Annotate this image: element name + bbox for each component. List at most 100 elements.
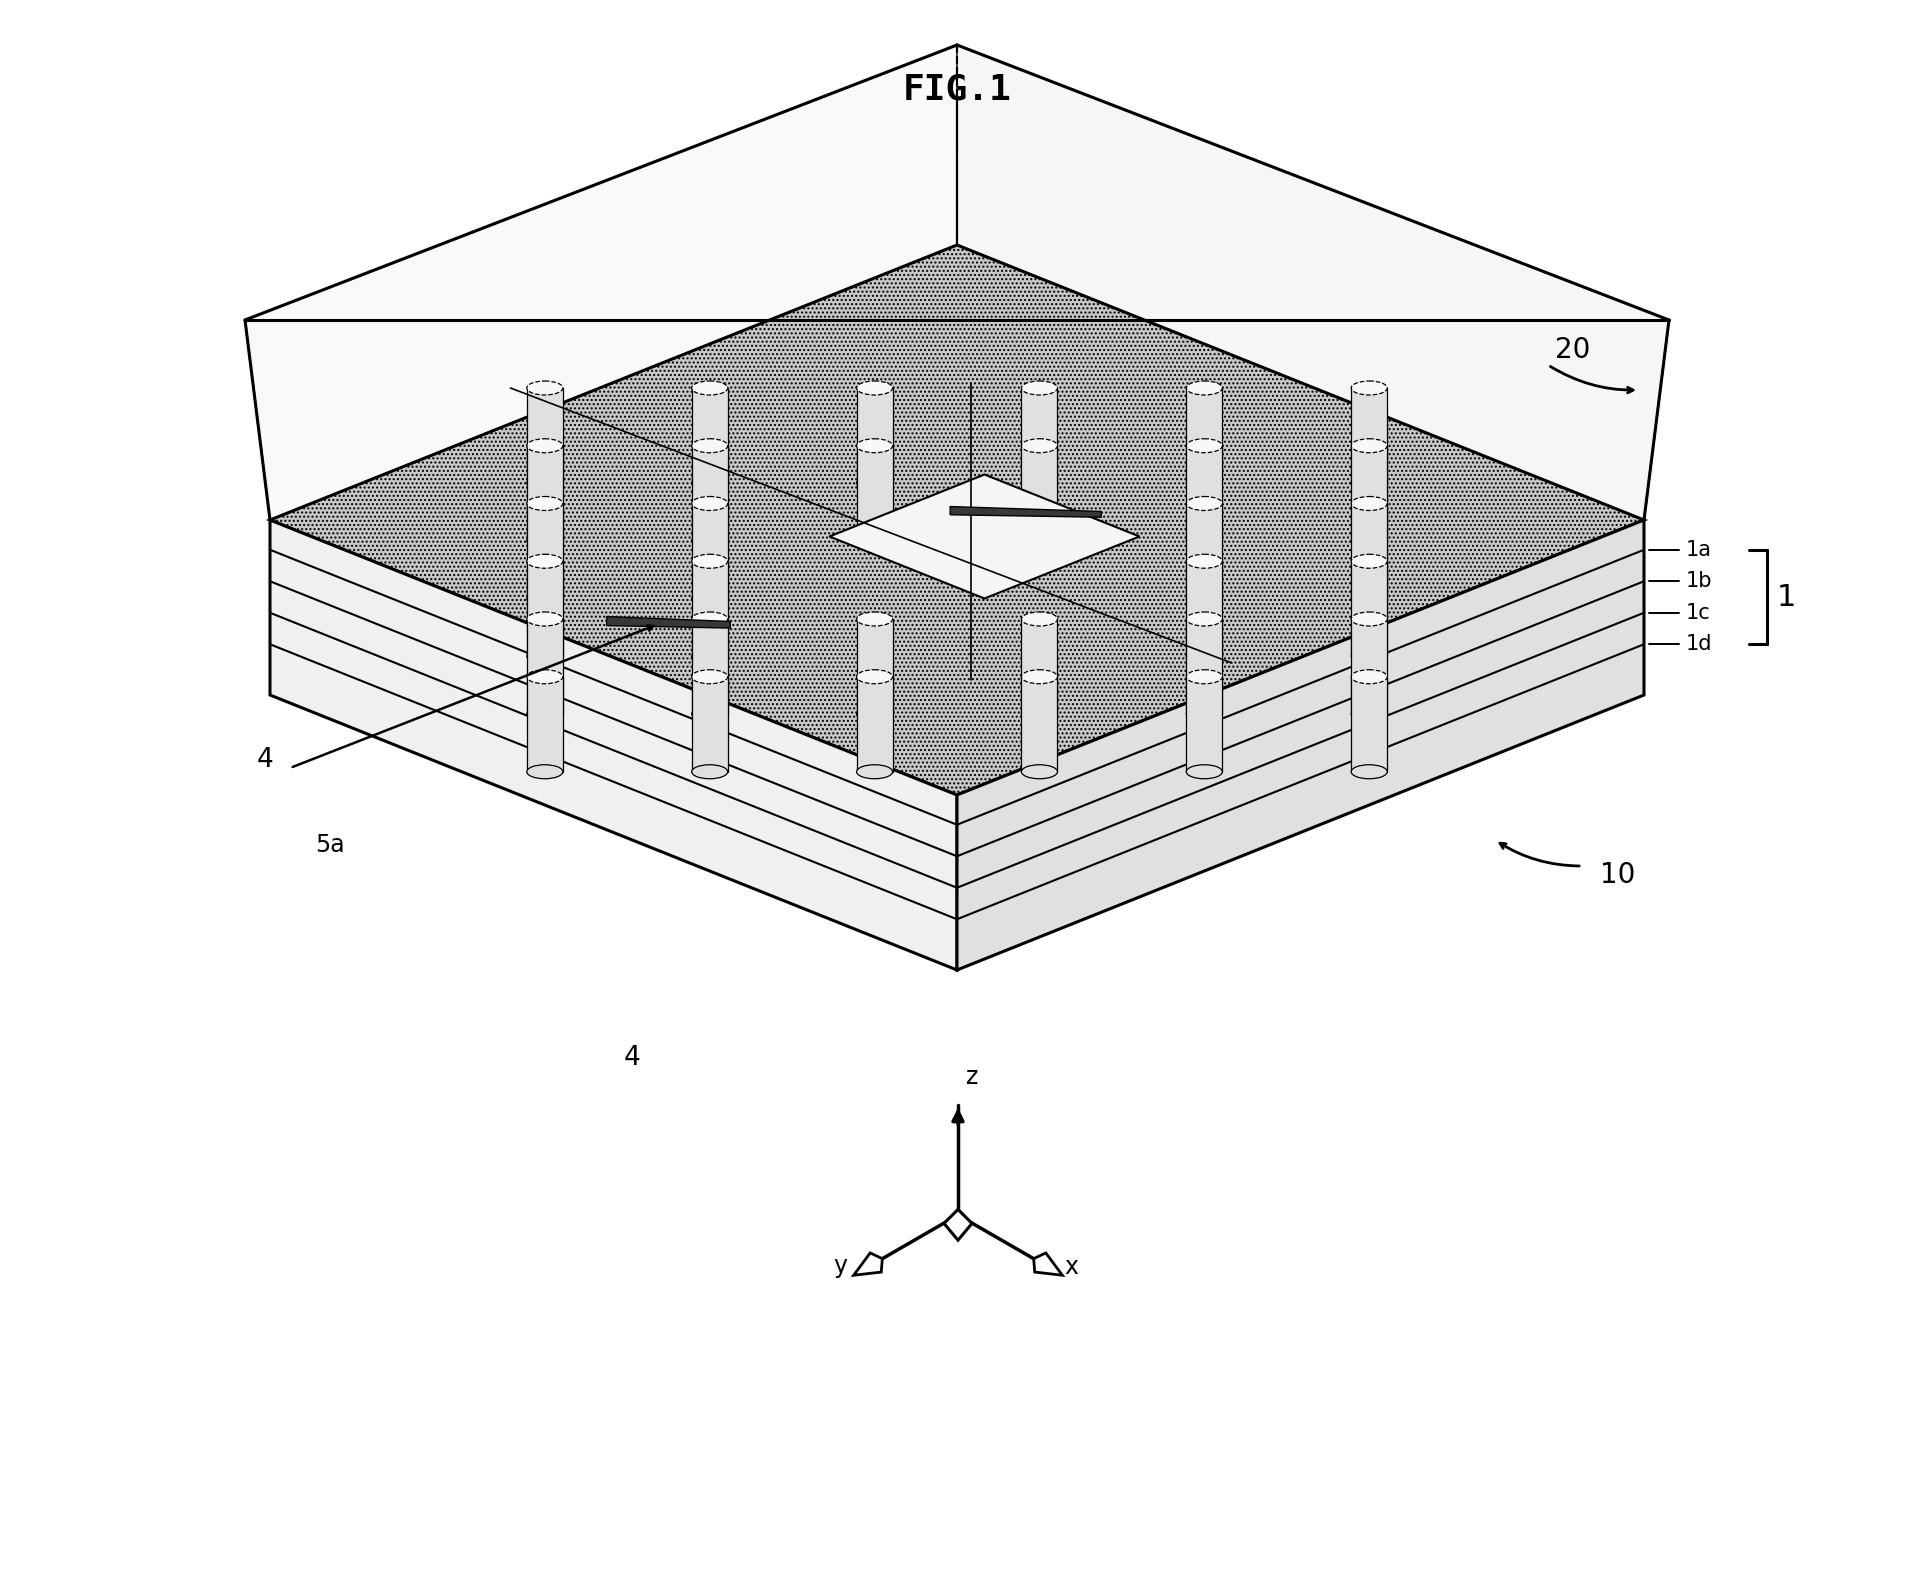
Ellipse shape: [856, 439, 892, 453]
Polygon shape: [526, 677, 563, 772]
Text: z: z: [965, 1065, 978, 1088]
Polygon shape: [270, 245, 1642, 794]
Polygon shape: [1185, 447, 1221, 540]
Polygon shape: [856, 388, 892, 483]
Ellipse shape: [691, 555, 727, 569]
Polygon shape: [1185, 504, 1221, 599]
Ellipse shape: [691, 650, 727, 663]
Polygon shape: [1351, 620, 1386, 713]
Polygon shape: [526, 504, 563, 599]
Polygon shape: [1020, 447, 1057, 540]
Polygon shape: [1351, 504, 1386, 599]
Polygon shape: [245, 44, 957, 520]
Ellipse shape: [1020, 669, 1057, 683]
Polygon shape: [829, 475, 1139, 599]
Ellipse shape: [691, 612, 727, 626]
Ellipse shape: [1351, 477, 1386, 489]
Ellipse shape: [526, 650, 563, 663]
Polygon shape: [957, 520, 1642, 969]
Ellipse shape: [526, 381, 563, 396]
Polygon shape: [607, 617, 729, 628]
Ellipse shape: [856, 669, 892, 683]
Ellipse shape: [1185, 439, 1221, 453]
Polygon shape: [526, 561, 563, 656]
Polygon shape: [691, 620, 727, 713]
Polygon shape: [1185, 388, 1221, 483]
Polygon shape: [691, 388, 727, 483]
Ellipse shape: [691, 591, 727, 605]
Ellipse shape: [1185, 555, 1221, 569]
Polygon shape: [1351, 388, 1386, 483]
Ellipse shape: [856, 381, 892, 396]
Polygon shape: [691, 561, 727, 656]
Polygon shape: [1185, 561, 1221, 656]
Ellipse shape: [691, 381, 727, 396]
Ellipse shape: [1020, 381, 1057, 396]
Polygon shape: [691, 677, 727, 772]
Polygon shape: [854, 1254, 882, 1276]
Ellipse shape: [1351, 707, 1386, 721]
Ellipse shape: [1351, 764, 1386, 779]
Text: 1c: 1c: [1684, 602, 1709, 623]
Ellipse shape: [1351, 496, 1386, 510]
Ellipse shape: [526, 591, 563, 605]
Ellipse shape: [856, 764, 892, 779]
Ellipse shape: [1351, 534, 1386, 548]
Ellipse shape: [526, 707, 563, 721]
Polygon shape: [1185, 677, 1221, 772]
Ellipse shape: [1020, 612, 1057, 626]
Ellipse shape: [691, 764, 727, 779]
Ellipse shape: [1185, 612, 1221, 626]
Polygon shape: [270, 520, 957, 969]
Ellipse shape: [691, 439, 727, 453]
Text: 4: 4: [624, 1046, 639, 1071]
Polygon shape: [856, 620, 892, 713]
Ellipse shape: [1185, 496, 1221, 510]
Ellipse shape: [691, 477, 727, 489]
Text: 10: 10: [1600, 861, 1635, 888]
Ellipse shape: [1185, 764, 1221, 779]
Ellipse shape: [526, 477, 563, 489]
Text: 1d: 1d: [1684, 634, 1711, 655]
Polygon shape: [1020, 388, 1057, 483]
Polygon shape: [856, 677, 892, 772]
Polygon shape: [526, 620, 563, 713]
Ellipse shape: [1351, 555, 1386, 569]
Ellipse shape: [856, 477, 892, 489]
Ellipse shape: [1020, 764, 1057, 779]
Ellipse shape: [1185, 707, 1221, 721]
Ellipse shape: [1351, 591, 1386, 605]
Polygon shape: [691, 504, 727, 599]
Ellipse shape: [1185, 477, 1221, 489]
Ellipse shape: [1020, 439, 1057, 453]
Text: y: y: [833, 1254, 848, 1279]
Polygon shape: [1020, 620, 1057, 713]
Ellipse shape: [1351, 669, 1386, 683]
Ellipse shape: [691, 534, 727, 548]
Polygon shape: [1020, 677, 1057, 772]
Text: 1: 1: [1776, 583, 1795, 612]
Polygon shape: [691, 447, 727, 540]
Ellipse shape: [1020, 477, 1057, 489]
Polygon shape: [856, 447, 892, 540]
Polygon shape: [949, 507, 1101, 518]
Text: 5a: 5a: [316, 833, 345, 856]
Ellipse shape: [1185, 381, 1221, 396]
Polygon shape: [1351, 447, 1386, 540]
Ellipse shape: [1351, 439, 1386, 453]
Polygon shape: [1185, 620, 1221, 713]
Text: 20: 20: [1554, 335, 1589, 364]
Ellipse shape: [526, 669, 563, 683]
Text: FIG.1: FIG.1: [901, 72, 1011, 106]
Text: 4: 4: [256, 747, 274, 772]
Polygon shape: [1034, 1254, 1062, 1276]
Polygon shape: [944, 1209, 972, 1239]
Ellipse shape: [856, 534, 892, 548]
Polygon shape: [1351, 561, 1386, 656]
Text: x: x: [1064, 1254, 1078, 1279]
Ellipse shape: [526, 555, 563, 569]
Ellipse shape: [691, 669, 727, 683]
Text: 1b: 1b: [1684, 572, 1711, 591]
Ellipse shape: [1351, 650, 1386, 663]
Ellipse shape: [691, 496, 727, 510]
